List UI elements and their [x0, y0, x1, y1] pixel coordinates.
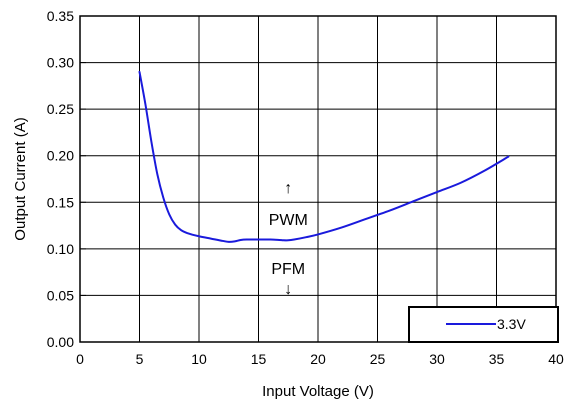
y-tick-label: 0.00 — [47, 334, 74, 350]
y-tick-label: 0.35 — [47, 8, 74, 24]
series-layer — [138, 70, 510, 243]
y-tick-label: 0.25 — [47, 101, 74, 117]
y-tick-label: 0.15 — [47, 194, 74, 210]
y-tick-label: 0.20 — [47, 148, 74, 164]
pwm-label: PWM — [269, 212, 308, 229]
ticks: 0 5 10 15 20 25 30 35 40 0.00 0.05 0.10 0.15 0.20 0.25… — [47, 8, 564, 367]
pwm-arrow-up: ↑ — [284, 180, 292, 197]
x-axis-title: Input Voltage (V) — [262, 383, 374, 400]
x-tick-label: 30 — [429, 351, 445, 367]
y-tick-label: 0.10 — [47, 241, 74, 257]
legend: 3.3V — [408, 306, 559, 343]
x-tick-label: 10 — [191, 351, 207, 367]
y-axis-title: Output Current (A) — [12, 117, 29, 240]
x-tick-label: 35 — [489, 351, 505, 367]
x-tick-label: 25 — [370, 351, 386, 367]
x-tick-label: 20 — [310, 351, 326, 367]
x-tick-label: 0 — [76, 351, 84, 367]
pfm-arrow-down: ↓ — [284, 281, 292, 298]
y-tick-label: 0.05 — [47, 287, 74, 303]
legend-series-label: 3.3V — [497, 316, 526, 332]
x-tick-label: 15 — [251, 351, 267, 367]
x-tick-label: 40 — [548, 351, 564, 367]
pfm-label: PFM — [271, 261, 305, 278]
x-tick-label: 5 — [136, 351, 144, 367]
grid — [80, 16, 556, 342]
y-tick-label: 0.30 — [47, 55, 74, 71]
series-line-3.3V — [138, 70, 510, 243]
